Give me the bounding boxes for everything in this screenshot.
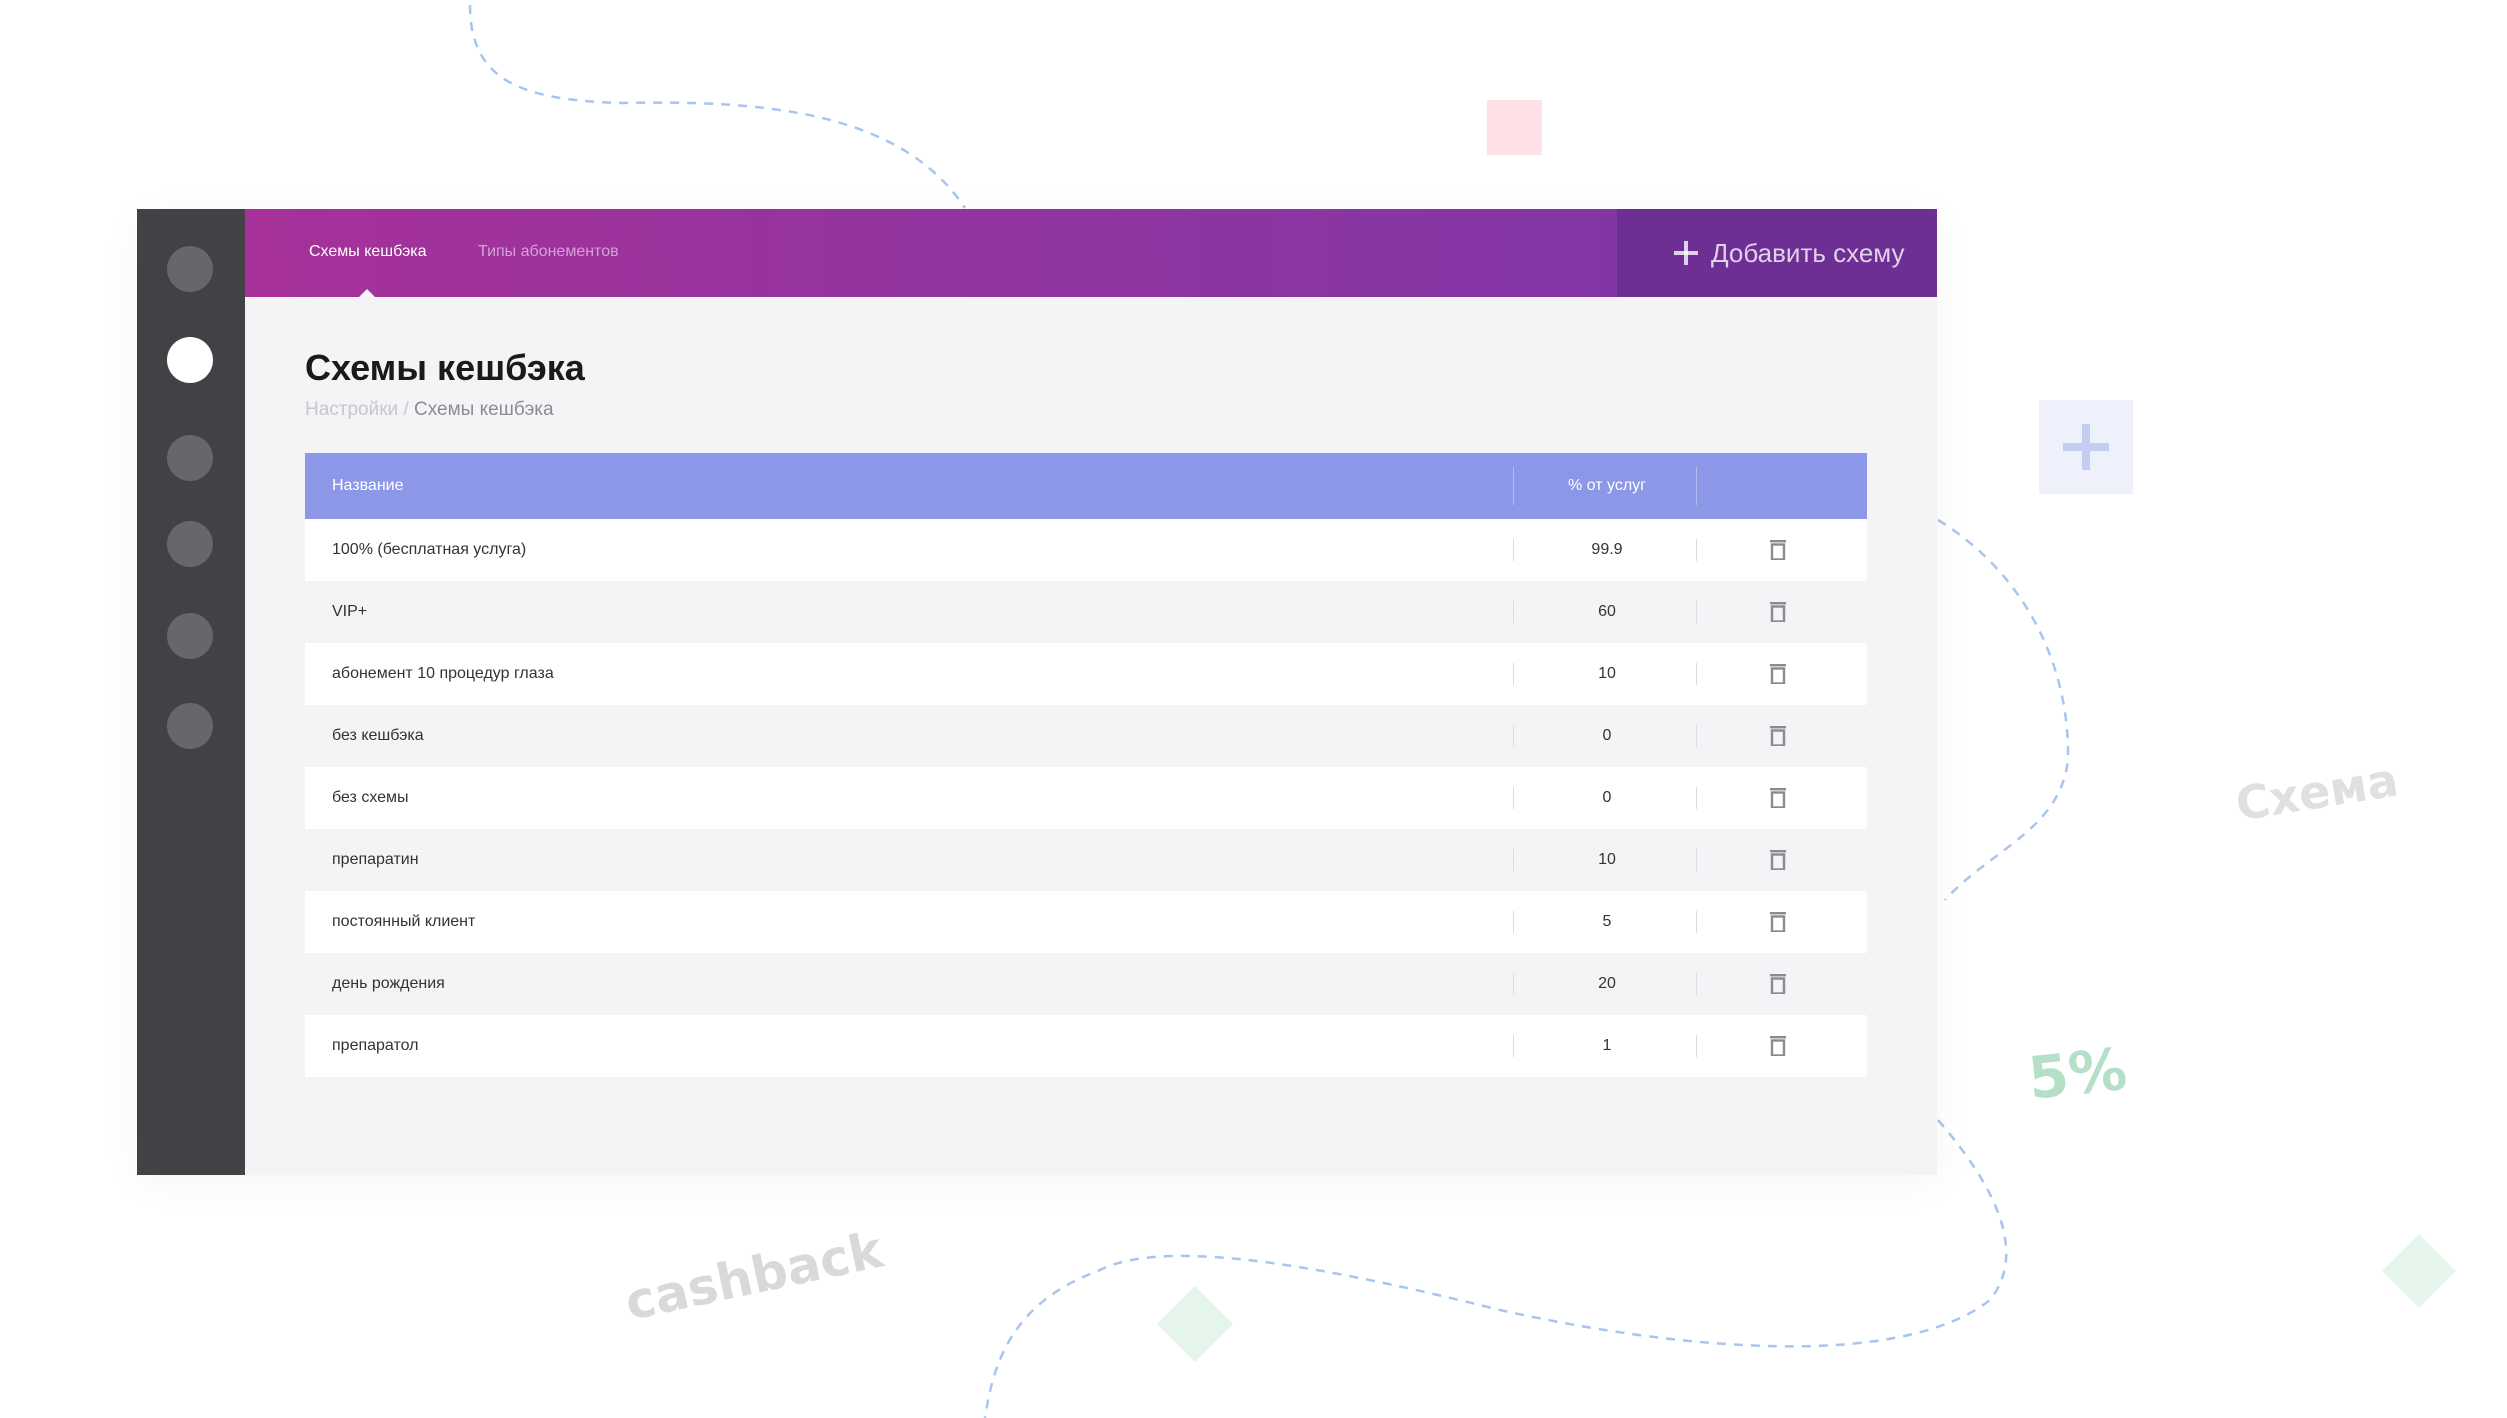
trash-icon [1770,850,1786,870]
table-row[interactable]: препаратол 1 [305,1015,1867,1077]
column-divider [1696,787,1697,809]
breadcrumb-root[interactable]: Настройки [305,399,399,420]
cell-percent: 20 [1598,975,1616,992]
column-divider [1513,1035,1514,1057]
trash-icon [1770,726,1786,746]
cell-percent: 99.9 [1591,541,1623,558]
cell-percent: 60 [1598,603,1616,620]
column-divider [1696,663,1697,685]
cell-name: 100% (бесплатная услуга) [332,541,527,558]
add-schema-button[interactable]: Добавить схему [1617,209,1937,297]
cell-percent: 0 [1602,727,1612,744]
column-divider [1513,911,1514,933]
page-title: Схемы кешбэка [305,347,585,388]
percent-decoration-text: 5% [2025,1034,2131,1113]
cell-name: препаратин [332,851,419,868]
plus-icon [2063,424,2109,470]
trash-icon [1770,974,1786,994]
cell-name: день рождения [332,975,445,992]
column-divider [1696,973,1697,995]
cell-percent: 10 [1598,851,1616,868]
breadcrumb-separator: / [398,399,415,420]
table-row[interactable]: абонемент 10 процедур глаза 10 [305,643,1867,705]
delete-row-button[interactable] [1768,662,1788,686]
table-row[interactable]: постоянный клиент 5 [305,891,1867,953]
active-tab-indicator [359,289,375,297]
breadcrumb: Настройки / Схемы кешбэка [305,399,554,421]
column-divider [1696,601,1697,623]
delete-row-button[interactable] [1768,848,1788,872]
pink-square-decoration [1487,100,1542,155]
table-row[interactable]: препаратин 10 [305,829,1867,891]
delete-row-button[interactable] [1768,538,1788,562]
column-divider [1696,725,1697,747]
trash-icon [1770,788,1786,808]
table-body: 100% (бесплатная услуга) 99.9 VIP+ 60 абонем… [305,519,1867,1077]
column-divider [1696,539,1697,561]
column-divider [1513,539,1514,561]
trash-icon [1770,1036,1786,1056]
top-navigation-bar: Схемы кешбэка Типы абонементов Добавить … [245,209,1937,297]
plus-box-decoration [2039,400,2133,494]
breadcrumb-current: Схемы кешбэка [414,399,554,420]
table-row[interactable]: без кешбэка 0 [305,705,1867,767]
delete-row-button[interactable] [1768,910,1788,934]
tab-subscription-types[interactable]: Типы абонементов [478,243,619,260]
cell-name: без кешбэка [332,727,424,744]
cell-name: препаратол [332,1037,419,1054]
column-divider [1513,663,1514,685]
delete-row-button[interactable] [1768,786,1788,810]
sidebar-item-5[interactable] [167,613,213,659]
trash-icon [1770,912,1786,932]
column-divider [1696,1035,1697,1057]
cell-name: VIP+ [332,603,368,620]
sidebar-item-6[interactable] [167,703,213,749]
trash-icon [1770,602,1786,622]
column-divider [1513,849,1514,871]
cell-percent: 5 [1602,913,1612,930]
cell-name: абонемент 10 процедур глаза [332,665,554,682]
column-divider [1513,973,1514,995]
delete-row-button[interactable] [1768,600,1788,624]
sidebar-item-1[interactable] [167,246,213,292]
cell-percent: 0 [1602,789,1612,806]
delete-row-button[interactable] [1768,972,1788,996]
table-header: Название % от услуг [305,453,1867,519]
cashback-schemes-table: Название % от услуг 100% (бесплатная усл… [305,453,1867,1077]
column-divider [1513,725,1514,747]
trash-icon [1770,664,1786,684]
column-header-name[interactable]: Название [332,477,404,494]
sidebar-item-3[interactable] [167,435,213,481]
delete-row-button[interactable] [1768,724,1788,748]
sidebar-item-4[interactable] [167,521,213,567]
column-header-percent[interactable]: % от услуг [1568,477,1646,494]
table-row[interactable]: без схемы 0 [305,767,1867,829]
column-divider [1696,911,1697,933]
cell-percent: 1 [1602,1037,1612,1054]
sidebar-item-2-active[interactable] [167,337,213,383]
column-divider [1513,467,1514,505]
table-row[interactable]: день рождения 20 [305,953,1867,1015]
cell-name: постоянный клиент [332,913,476,930]
plus-icon [1674,241,1698,265]
tab-cashback-schemes[interactable]: Схемы кешбэка [309,243,427,260]
sidebar [137,209,245,1175]
table-row[interactable]: VIP+ 60 [305,581,1867,643]
column-divider [1696,467,1697,505]
table-row[interactable]: 100% (бесплатная услуга) 99.9 [305,519,1867,581]
trash-icon [1770,540,1786,560]
column-divider [1696,849,1697,871]
column-divider [1513,787,1514,809]
add-schema-button-label: Добавить схему [1711,237,1905,268]
delete-row-button[interactable] [1768,1034,1788,1058]
cell-name: без схемы [332,789,409,806]
cell-percent: 10 [1598,665,1616,682]
app-window: Схемы кешбэка Типы абонементов Добавить … [137,209,1937,1175]
column-divider [1513,601,1514,623]
